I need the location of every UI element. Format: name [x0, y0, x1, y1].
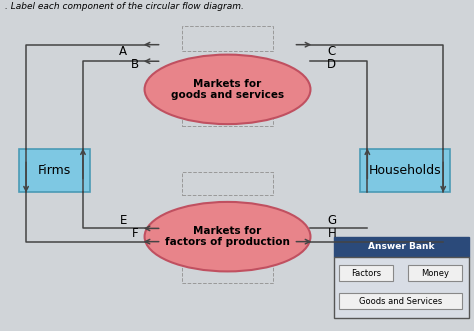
Text: Money: Money	[421, 268, 449, 278]
FancyBboxPatch shape	[360, 149, 450, 192]
Text: B: B	[131, 58, 139, 71]
FancyBboxPatch shape	[334, 257, 469, 318]
Text: Households: Households	[369, 164, 442, 177]
Text: Factors: Factors	[351, 268, 381, 278]
Text: F: F	[132, 227, 138, 240]
FancyBboxPatch shape	[408, 265, 462, 281]
Text: H: H	[328, 227, 336, 240]
FancyBboxPatch shape	[339, 265, 393, 281]
Text: Firms: Firms	[38, 164, 71, 177]
Text: C: C	[328, 45, 336, 58]
Ellipse shape	[145, 202, 310, 271]
Ellipse shape	[145, 55, 310, 124]
Text: . Label each component of the circular flow diagram.: . Label each component of the circular f…	[5, 2, 244, 11]
Text: G: G	[327, 213, 337, 227]
Text: Markets for
goods and services: Markets for goods and services	[171, 78, 284, 100]
Text: A: A	[119, 45, 127, 58]
FancyBboxPatch shape	[339, 293, 462, 309]
Text: Answer Bank: Answer Bank	[368, 242, 435, 251]
FancyBboxPatch shape	[334, 237, 469, 257]
Text: Goods and Services: Goods and Services	[359, 297, 442, 306]
Text: E: E	[119, 213, 127, 227]
FancyBboxPatch shape	[19, 149, 90, 192]
Text: Markets for
factors of production: Markets for factors of production	[165, 226, 290, 248]
Text: D: D	[327, 58, 337, 71]
